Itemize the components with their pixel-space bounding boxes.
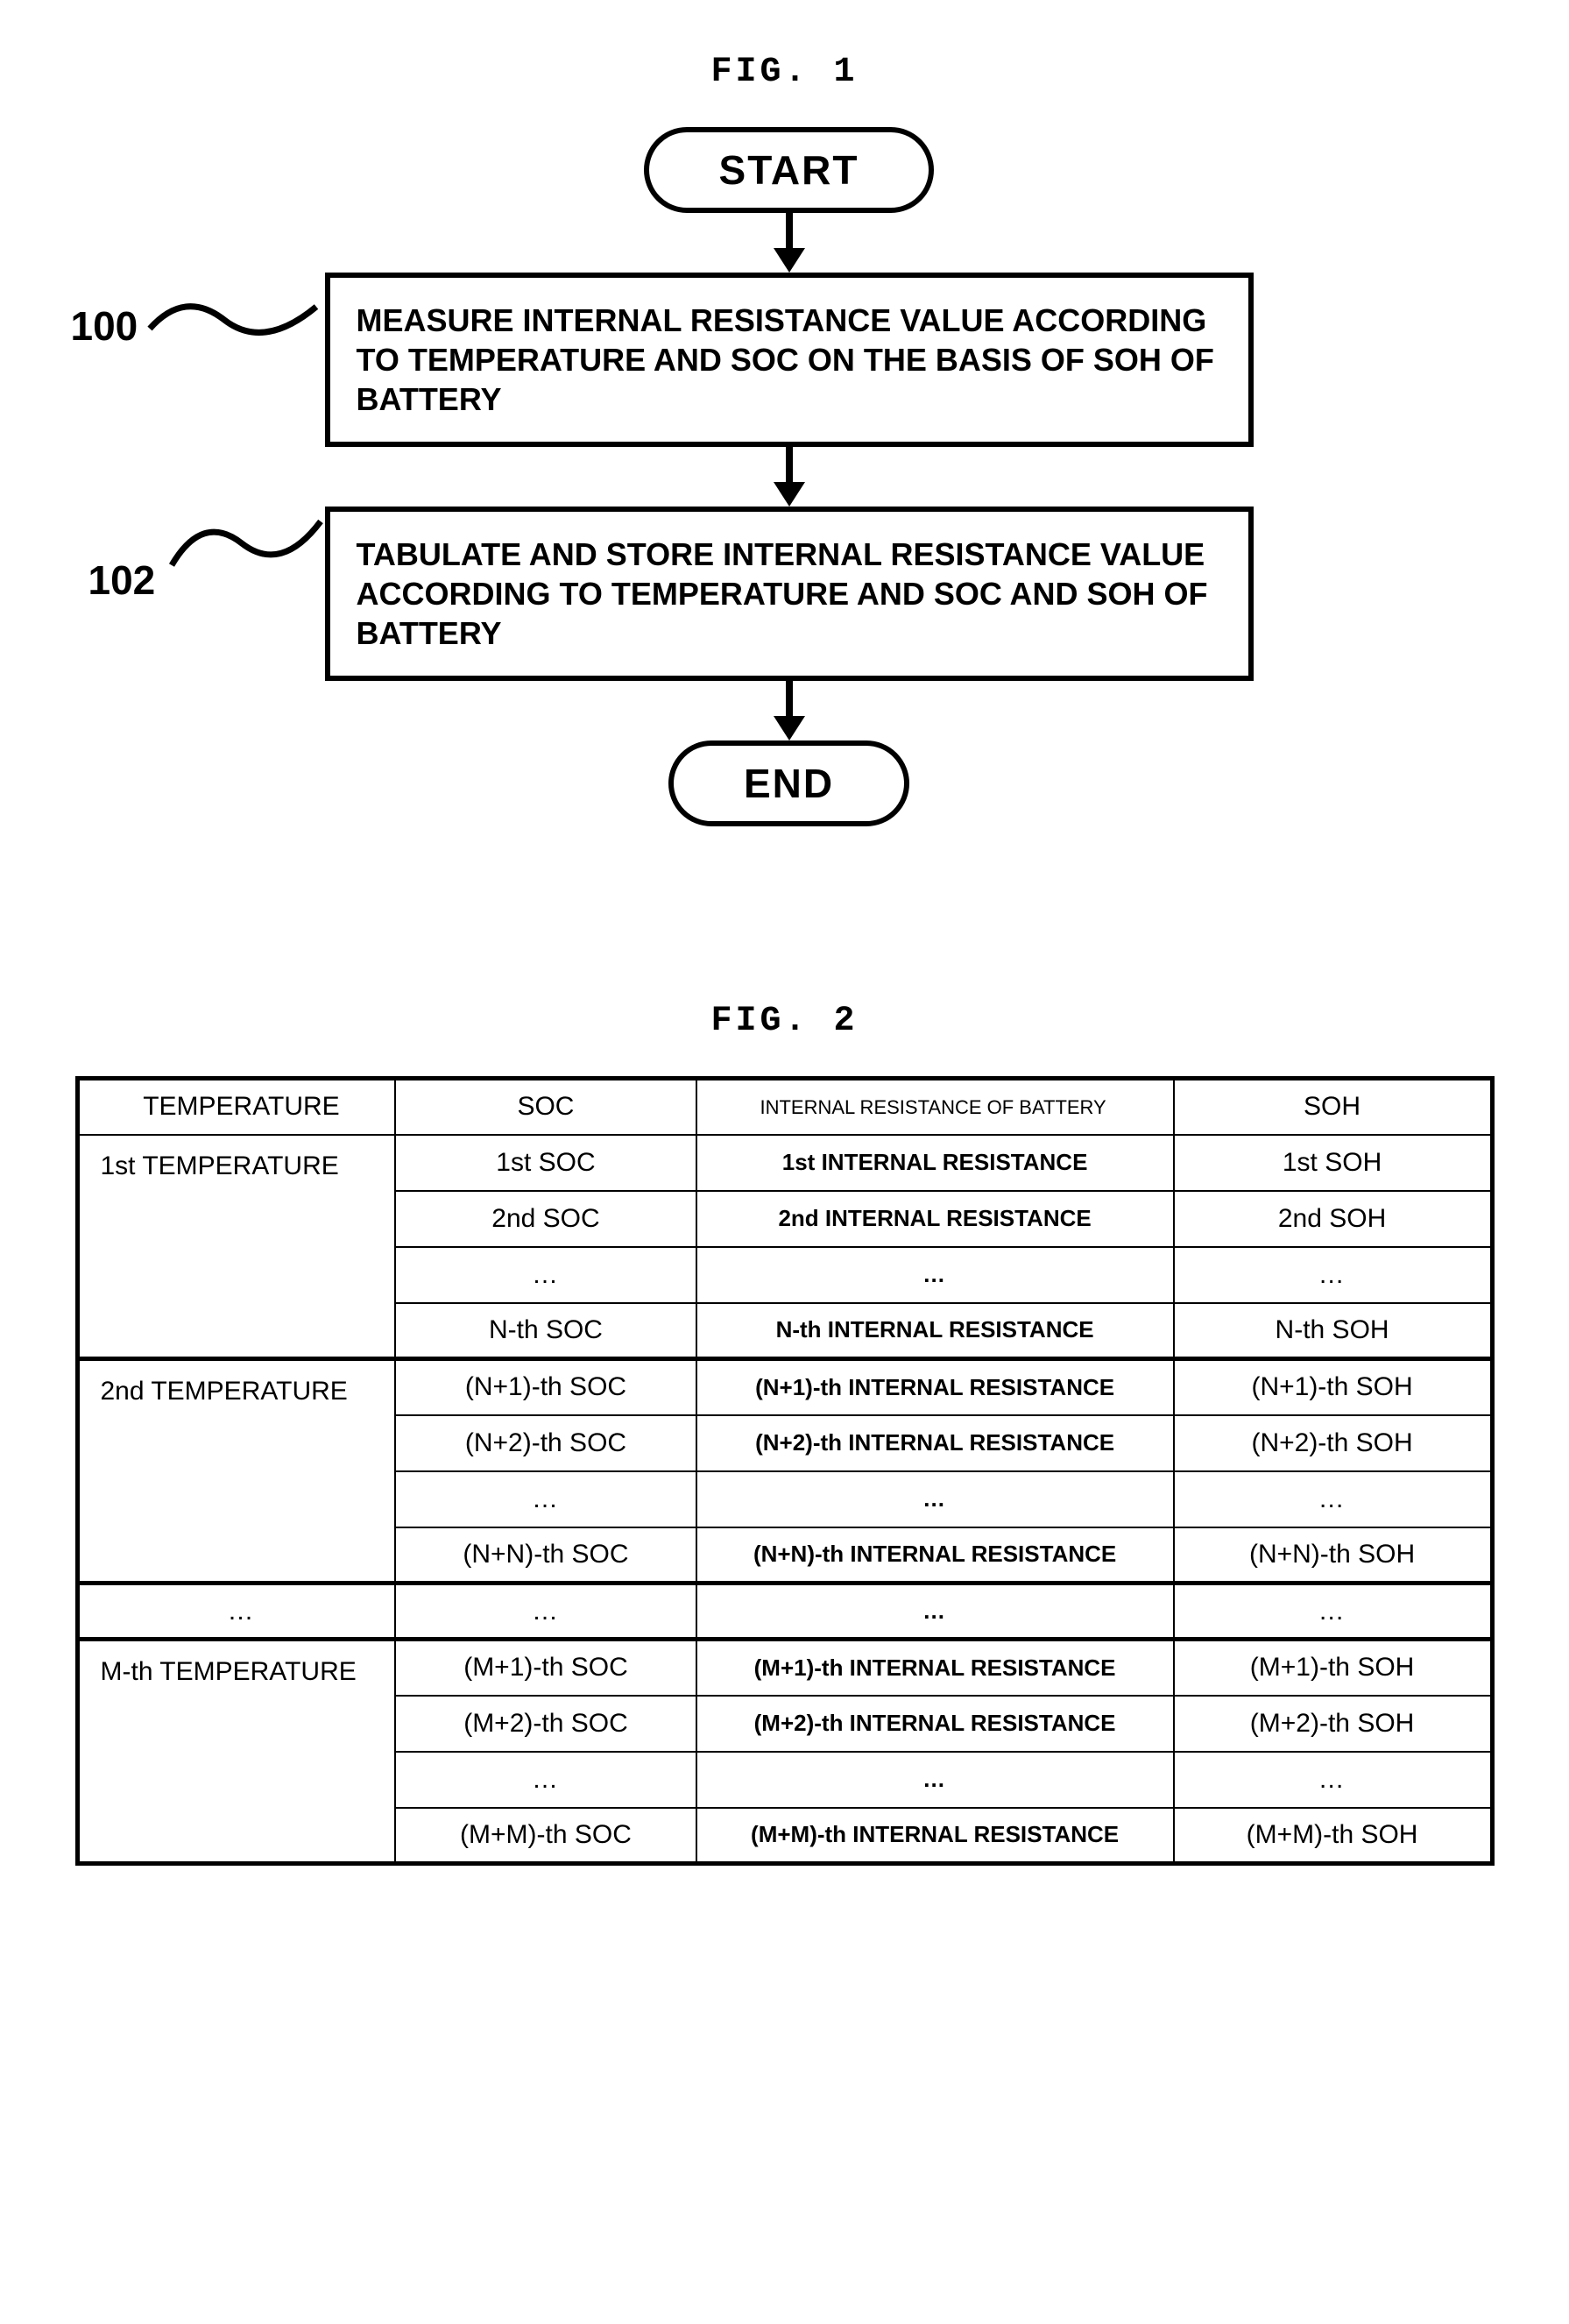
process-100: MEASURE INTERNAL RESISTANCE VALUE ACCORD… xyxy=(325,273,1254,447)
ir-cell: … xyxy=(696,1471,1174,1527)
soc-cell: (N+N)-th SOC xyxy=(395,1527,696,1584)
temp-cell: 1st TEMPERATURE xyxy=(77,1135,395,1359)
soh-cell: (N+N)-th SOH xyxy=(1174,1527,1492,1584)
soh-cell: (N+2)-th SOH xyxy=(1174,1415,1492,1471)
soc-cell: 1st SOC xyxy=(395,1135,696,1191)
ir-cell: (N+N)-th INTERNAL RESISTANCE xyxy=(696,1527,1174,1584)
soc-cell: (M+2)-th SOC xyxy=(395,1696,696,1752)
process-102: TABULATE AND STORE INTERNAL RESISTANCE V… xyxy=(325,507,1254,681)
ir-cell: (N+1)-th INTERNAL RESISTANCE xyxy=(696,1359,1174,1415)
flowchart: 100 102 START MEASURE INTERNAL RESISTANC… xyxy=(62,127,1508,826)
ir-cell: … xyxy=(696,1584,1174,1640)
temp-cell: M-th TEMPERATURE xyxy=(77,1640,395,1864)
fig2-label: FIG. 2 xyxy=(62,1002,1508,1041)
fig1-label: FIG. 1 xyxy=(62,53,1508,92)
soh-cell: (M+1)-th SOH xyxy=(1174,1640,1492,1696)
table-row-ellipsis: … … … … xyxy=(77,1584,1492,1640)
start-terminator: START xyxy=(644,127,935,213)
hdr-temperature: TEMPERATURE xyxy=(77,1079,395,1135)
table-header-row: TEMPERATURE SOC INTERNAL RESISTANCE OF B… xyxy=(77,1079,1492,1135)
ir-cell: 1st INTERNAL RESISTANCE xyxy=(696,1135,1174,1191)
soh-cell: … xyxy=(1174,1471,1492,1527)
end-terminator: END xyxy=(668,740,909,826)
arrow-3 xyxy=(774,681,805,740)
temp-cell: 2nd TEMPERATURE xyxy=(77,1359,395,1584)
soc-cell: 2nd SOC xyxy=(395,1191,696,1247)
soc-cell: (N+2)-th SOC xyxy=(395,1415,696,1471)
soh-cell: … xyxy=(1174,1584,1492,1640)
soh-cell: 2nd SOH xyxy=(1174,1191,1492,1247)
ir-cell: (M+2)-th INTERNAL RESISTANCE xyxy=(696,1696,1174,1752)
soc-cell: … xyxy=(395,1471,696,1527)
ref-100-lead xyxy=(145,285,321,346)
soh-cell: … xyxy=(1174,1752,1492,1808)
resistance-table: TEMPERATURE SOC INTERNAL RESISTANCE OF B… xyxy=(75,1076,1495,1866)
soc-cell: … xyxy=(395,1752,696,1808)
ir-cell: (N+2)-th INTERNAL RESISTANCE xyxy=(696,1415,1174,1471)
soh-cell: N-th SOH xyxy=(1174,1303,1492,1359)
arrow-1 xyxy=(774,213,805,273)
ir-cell: … xyxy=(696,1752,1174,1808)
temp-cell: … xyxy=(77,1584,395,1640)
table-row: 1st TEMPERATURE 1st SOC 1st INTERNAL RES… xyxy=(77,1135,1492,1191)
ir-cell: N-th INTERNAL RESISTANCE xyxy=(696,1303,1174,1359)
hdr-ir: INTERNAL RESISTANCE OF BATTERY xyxy=(696,1079,1174,1135)
table-row: M-th TEMPERATURE (M+1)-th SOC (M+1)-th I… xyxy=(77,1640,1492,1696)
ref-102-lead xyxy=(167,504,325,583)
ir-cell: … xyxy=(696,1247,1174,1303)
table-row: 2nd TEMPERATURE (N+1)-th SOC (N+1)-th IN… xyxy=(77,1359,1492,1415)
soc-cell: (M+M)-th SOC xyxy=(395,1808,696,1864)
soh-cell: (M+M)-th SOH xyxy=(1174,1808,1492,1864)
soc-cell: … xyxy=(395,1584,696,1640)
ref-102: 102 xyxy=(88,556,156,604)
hdr-soh: SOH xyxy=(1174,1079,1492,1135)
ref-100: 100 xyxy=(71,302,138,350)
soc-cell: N-th SOC xyxy=(395,1303,696,1359)
soc-cell: (M+1)-th SOC xyxy=(395,1640,696,1696)
ir-cell: (M+M)-th INTERNAL RESISTANCE xyxy=(696,1808,1174,1864)
soc-cell: (N+1)-th SOC xyxy=(395,1359,696,1415)
ir-cell: (M+1)-th INTERNAL RESISTANCE xyxy=(696,1640,1174,1696)
hdr-soc: SOC xyxy=(395,1079,696,1135)
soh-cell: (N+1)-th SOH xyxy=(1174,1359,1492,1415)
soh-cell: … xyxy=(1174,1247,1492,1303)
soh-cell: 1st SOH xyxy=(1174,1135,1492,1191)
arrow-2 xyxy=(774,447,805,507)
soc-cell: … xyxy=(395,1247,696,1303)
ir-cell: 2nd INTERNAL RESISTANCE xyxy=(696,1191,1174,1247)
soh-cell: (M+2)-th SOH xyxy=(1174,1696,1492,1752)
